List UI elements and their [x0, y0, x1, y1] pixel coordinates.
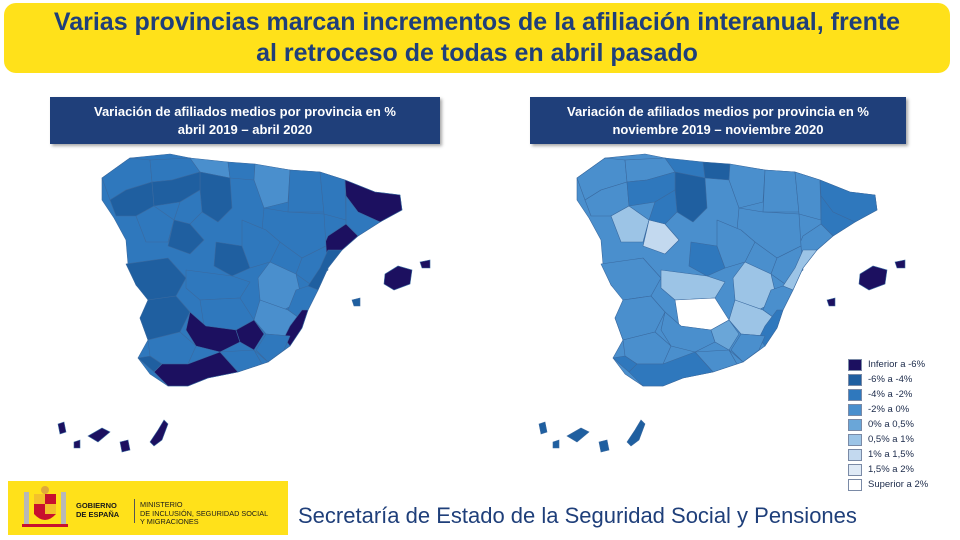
legend-label: 1,5% a 2% [868, 464, 914, 475]
legend-label: 0% a 0,5% [868, 419, 914, 430]
legend-swatch [848, 463, 862, 476]
region-lleida [319, 171, 347, 221]
legend-label: -2% a 0% [868, 404, 910, 415]
legend-item: Inferior a -6% [848, 357, 938, 372]
canary-4 [598, 439, 610, 453]
canary-3 [87, 427, 111, 443]
peninsula-left [101, 153, 403, 387]
legend-label: -6% a -4% [868, 374, 913, 385]
map-november [538, 153, 906, 453]
region-jaen [235, 319, 265, 351]
legend-item: 0% a 0,5% [848, 417, 938, 432]
region-madrid [213, 241, 251, 277]
canary-2 [73, 439, 81, 449]
region-almeria [253, 349, 269, 365]
region-palencia [173, 189, 203, 225]
legend-item: -4% a -2% [848, 387, 938, 402]
region-almeria [728, 349, 744, 365]
legend-item: Superior a 2% [848, 477, 938, 492]
region-vizcaya [227, 161, 256, 181]
menorca [419, 259, 431, 269]
legend-label: 1% a 1,5% [868, 449, 914, 460]
legend-swatch [848, 478, 862, 491]
canary-3 [566, 427, 590, 443]
region-barcelona [345, 195, 381, 237]
legend-item: -6% a -4% [848, 372, 938, 387]
region-cordoba [185, 311, 241, 353]
headline-banner: Varias provincias marcan incrementos de … [4, 3, 950, 73]
region-navarra [253, 163, 291, 209]
region-madrid [688, 241, 726, 277]
region-murcia [730, 333, 766, 363]
legend-swatch [848, 448, 862, 461]
right-map-title: Variación de afiliados medios por provin… [530, 97, 906, 144]
legend-label: Inferior a -6% [868, 359, 926, 370]
canary-right [538, 419, 646, 453]
region-palencia [648, 189, 678, 225]
logo-divider [134, 499, 135, 523]
region-vizcaya [702, 161, 731, 181]
legend-item: 1% a 1,5% [848, 447, 938, 462]
region-navarra [728, 163, 766, 209]
legend-swatch [848, 403, 862, 416]
canary-2 [552, 439, 560, 449]
balearic-left [351, 259, 431, 307]
region-valladolid [642, 219, 680, 255]
legend-item: 1,5% a 2% [848, 462, 938, 477]
canary-1 [538, 421, 548, 435]
legend-swatch [848, 433, 862, 446]
peninsula-right [576, 153, 878, 387]
region-cordoba [660, 311, 716, 353]
canary-1 [57, 421, 67, 435]
headline-text: Varias provincias marcan incrementos de … [53, 8, 901, 67]
region-alicante [758, 309, 784, 347]
ibiza [826, 297, 836, 307]
government-logo: GOBIERNO DE ESPAÑA MINISTERIO DE INCLUSI… [8, 481, 288, 535]
legend-item: 0,5% a 1% [848, 432, 938, 447]
region-valladolid [167, 219, 205, 255]
logo-government-text: GOBIERNO DE ESPAÑA [76, 501, 120, 519]
mallorca [858, 265, 888, 291]
canary-left [57, 419, 169, 453]
ibiza [351, 297, 361, 307]
balearic-right [826, 259, 906, 307]
canary-5 [149, 419, 169, 447]
region-zamora [135, 205, 175, 243]
legend-swatch [848, 373, 862, 386]
mallorca [383, 265, 413, 291]
menorca [894, 259, 906, 269]
region-huesca [287, 169, 325, 213]
left-map-title: Variación de afiliados medios por provin… [50, 97, 440, 144]
legend-item: -2% a 0% [848, 402, 938, 417]
legend-swatch [848, 358, 862, 371]
region-alicante [283, 309, 309, 347]
legend-label: -4% a -2% [868, 389, 913, 400]
logo-ministry-text: MINISTERIO DE INCLUSIÓN, SEGURIDAD SOCIA… [140, 500, 269, 526]
region-murcia [255, 333, 291, 363]
region-jaen [710, 319, 740, 351]
secretariat-name: Secretaría de Estado de la Seguridad Soc… [298, 503, 857, 528]
legend-label: Superior a 2% [868, 479, 929, 490]
region-cadiz-malaga [153, 351, 239, 387]
region-lleida [794, 171, 822, 221]
region-barcelona [820, 195, 856, 237]
map-legend: Inferior a -6% -6% a -4% -4% a -2% -2% a 0%… [848, 357, 938, 492]
canary-5 [626, 419, 646, 447]
legend-label: 0,5% a 1% [868, 434, 914, 445]
legend-swatch [848, 388, 862, 401]
map-april [57, 153, 431, 453]
canary-4 [119, 439, 131, 453]
legend-swatch [848, 418, 862, 431]
region-cadiz-malaga [628, 351, 714, 387]
region-zamora [610, 205, 650, 243]
region-huesca [762, 169, 800, 213]
coat-of-arms-icon [22, 486, 68, 527]
